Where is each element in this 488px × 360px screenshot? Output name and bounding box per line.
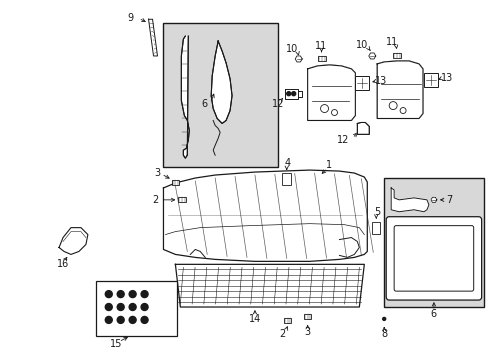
Circle shape bbox=[129, 316, 136, 323]
Circle shape bbox=[291, 92, 295, 96]
Text: 1: 1 bbox=[326, 160, 332, 170]
Text: 9: 9 bbox=[127, 13, 133, 23]
Text: 14: 14 bbox=[248, 314, 261, 324]
Text: 10: 10 bbox=[355, 40, 367, 50]
Text: 2: 2 bbox=[279, 329, 285, 339]
Text: 13: 13 bbox=[374, 76, 386, 86]
Bar bbox=[423, 73, 437, 87]
FancyBboxPatch shape bbox=[386, 217, 481, 300]
Circle shape bbox=[117, 303, 124, 310]
Circle shape bbox=[105, 303, 112, 310]
Polygon shape bbox=[357, 122, 368, 134]
Circle shape bbox=[141, 303, 148, 310]
Polygon shape bbox=[181, 36, 189, 158]
Polygon shape bbox=[430, 197, 436, 202]
Circle shape bbox=[129, 291, 136, 298]
Bar bbox=[281, 173, 290, 185]
Text: 3: 3 bbox=[154, 168, 160, 178]
Circle shape bbox=[320, 105, 328, 113]
Text: 11: 11 bbox=[385, 37, 397, 47]
Text: 4: 4 bbox=[284, 158, 290, 168]
Polygon shape bbox=[175, 264, 364, 307]
Ellipse shape bbox=[131, 327, 142, 331]
Text: 6: 6 bbox=[430, 309, 436, 319]
Text: 12: 12 bbox=[337, 135, 349, 145]
Circle shape bbox=[117, 316, 124, 323]
Text: 16: 16 bbox=[57, 259, 69, 269]
Circle shape bbox=[141, 316, 148, 323]
Polygon shape bbox=[390, 188, 428, 212]
Circle shape bbox=[399, 108, 405, 113]
Circle shape bbox=[105, 316, 112, 323]
Polygon shape bbox=[211, 41, 232, 123]
Text: 13: 13 bbox=[440, 73, 452, 83]
FancyBboxPatch shape bbox=[393, 226, 473, 291]
Polygon shape bbox=[59, 228, 88, 255]
Bar bbox=[163, 23, 277, 167]
Text: 6: 6 bbox=[201, 99, 207, 109]
Bar bbox=[371, 222, 380, 234]
Bar bbox=[355, 76, 368, 90]
Text: 2: 2 bbox=[152, 195, 158, 205]
Text: 7: 7 bbox=[445, 195, 451, 205]
Text: 5: 5 bbox=[373, 207, 380, 217]
Circle shape bbox=[117, 291, 124, 298]
Text: 10: 10 bbox=[285, 44, 297, 54]
Circle shape bbox=[388, 102, 396, 109]
Circle shape bbox=[286, 92, 290, 96]
Polygon shape bbox=[295, 56, 302, 62]
Text: 11: 11 bbox=[315, 41, 327, 51]
Text: 8: 8 bbox=[380, 329, 386, 339]
Circle shape bbox=[380, 315, 387, 323]
Bar bbox=[384, 178, 483, 307]
Polygon shape bbox=[163, 170, 366, 261]
Polygon shape bbox=[376, 61, 422, 118]
Circle shape bbox=[382, 318, 385, 320]
Polygon shape bbox=[284, 89, 297, 99]
Bar bbox=[172, 180, 179, 185]
Circle shape bbox=[129, 303, 136, 310]
Circle shape bbox=[105, 291, 112, 298]
Bar bbox=[96, 281, 177, 336]
Bar bbox=[284, 319, 291, 323]
Bar bbox=[178, 197, 186, 202]
Text: 15: 15 bbox=[109, 339, 122, 349]
Circle shape bbox=[141, 291, 148, 298]
Polygon shape bbox=[307, 65, 355, 121]
Bar bbox=[392, 54, 400, 58]
Polygon shape bbox=[368, 53, 375, 59]
Text: 12: 12 bbox=[271, 99, 284, 109]
Circle shape bbox=[331, 109, 337, 116]
Text: 3: 3 bbox=[304, 327, 310, 337]
Bar bbox=[304, 314, 310, 319]
Bar bbox=[317, 57, 325, 62]
